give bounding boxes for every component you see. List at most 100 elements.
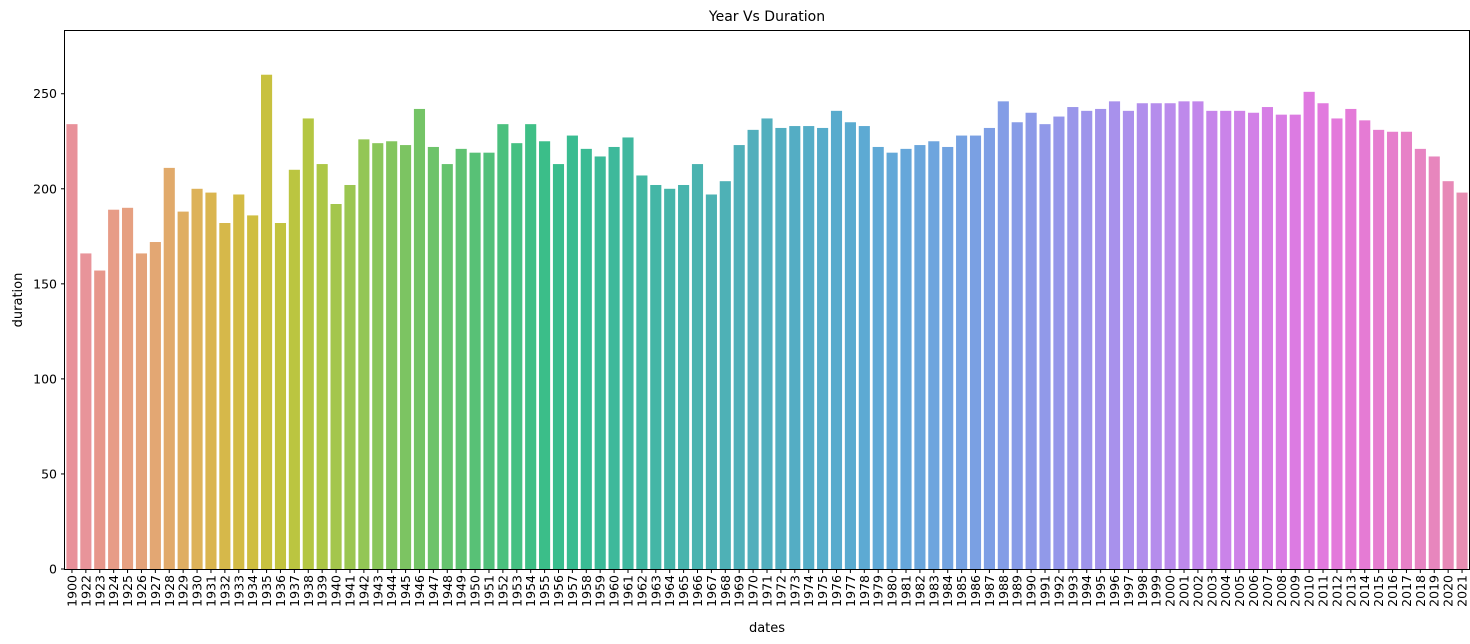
bar-1997	[1122, 110, 1134, 569]
x-tick-label: 1932	[217, 575, 232, 607]
x-tick-label: 1954	[523, 575, 538, 607]
x-tick-label: 1945	[398, 575, 413, 607]
y-tick-label: 150	[33, 276, 57, 291]
bar-1987	[983, 127, 995, 569]
x-tick-label: 1975	[815, 575, 830, 607]
bar-1944	[386, 141, 398, 569]
bar-2014	[1359, 120, 1371, 569]
x-tick-label: 1950	[468, 575, 483, 607]
bar-1995	[1095, 108, 1107, 569]
bar-1955	[539, 141, 551, 569]
y-axis-label: duration	[11, 273, 26, 328]
x-tick-label: 1983	[926, 575, 941, 607]
x-tick-label: 1967	[704, 575, 719, 607]
x-tick-label: 1957	[565, 575, 580, 607]
x-axis: 1900192219231924192519261927192819291930…	[64, 569, 1470, 607]
bar-1956	[552, 164, 565, 569]
x-tick-label: 2014	[1357, 575, 1372, 607]
x-tick-label: 1955	[537, 575, 552, 607]
bar-1952	[497, 124, 509, 570]
x-tick-label: 2018	[1413, 575, 1428, 607]
bar-1954	[525, 124, 537, 570]
x-tick-label: 1958	[579, 575, 594, 607]
x-tick-label: 1922	[78, 575, 93, 607]
bar-1986	[969, 135, 982, 569]
x-tick-label: 1994	[1079, 575, 1094, 607]
x-tick-label: 1959	[593, 575, 608, 607]
bar-1969	[733, 145, 745, 569]
bar-1978	[858, 126, 870, 570]
bar-1935	[261, 74, 273, 569]
x-tick-label: 2000	[1163, 575, 1178, 607]
x-tick-label: 1979	[871, 575, 886, 607]
x-tick-label: 1973	[787, 575, 802, 607]
x-tick-label: 1966	[690, 575, 705, 607]
bar-1981	[900, 148, 912, 569]
bar-1963	[650, 184, 662, 570]
x-tick-label: 1928	[162, 575, 177, 607]
bar-1985	[956, 135, 968, 569]
x-tick-label: 2010	[1302, 575, 1317, 607]
bar-2017	[1400, 131, 1413, 569]
x-tick-label: 2011	[1316, 575, 1331, 607]
x-tick-label: 1949	[454, 575, 469, 607]
x-tick-label: 2019	[1427, 575, 1442, 607]
x-tick-label: 1931	[203, 575, 218, 607]
x-tick-label: 1978	[857, 575, 872, 607]
bar-1939	[316, 164, 328, 569]
bar-1973	[789, 126, 801, 570]
x-tick-label: 1970	[746, 575, 761, 607]
bar-1941	[344, 184, 356, 570]
bar-2003	[1206, 110, 1218, 569]
x-tick-label: 2002	[1190, 575, 1205, 607]
bar-1974	[803, 126, 815, 570]
x-tick-label: 2005	[1232, 575, 1247, 607]
x-tick-label: 1964	[662, 575, 677, 607]
x-tick-label: 1969	[732, 575, 747, 607]
bar-1937	[288, 169, 300, 569]
bar-1976	[830, 110, 843, 569]
x-tick-label: 1937	[287, 575, 302, 607]
bar-1933	[233, 194, 245, 570]
bar-2002	[1192, 101, 1204, 569]
bar-1929	[177, 211, 189, 569]
bar-1948	[441, 164, 453, 569]
bar-1930	[191, 188, 203, 570]
bar-1977	[844, 122, 856, 569]
bar-1922	[80, 253, 92, 570]
bar-1967	[705, 194, 717, 570]
x-tick-label: 1982	[912, 575, 927, 607]
x-tick-label: 1997	[1121, 575, 1136, 607]
bar-1958	[580, 148, 592, 569]
bar-1938	[302, 118, 314, 569]
bars	[66, 74, 1468, 570]
x-tick-label: 1988	[996, 575, 1011, 607]
x-tick-label: 1926	[134, 575, 149, 607]
bar-1996	[1108, 101, 1121, 569]
bar-1928	[163, 167, 175, 569]
bar-1936	[274, 223, 287, 569]
x-tick-label: 1934	[245, 575, 260, 607]
x-tick-label: 2017	[1399, 575, 1414, 607]
bar-1991	[1039, 124, 1051, 570]
bar-1980	[886, 152, 898, 570]
bar-2016	[1386, 131, 1399, 569]
bar-1984	[942, 146, 954, 569]
bar-1945	[400, 145, 412, 569]
x-tick-label: 1990	[1024, 575, 1039, 607]
bar-1988	[997, 101, 1009, 569]
x-tick-label: 1944	[384, 575, 399, 607]
x-tick-label: 1924	[106, 575, 121, 607]
x-tick-label: 1981	[899, 575, 914, 607]
x-tick-label: 1946	[412, 575, 427, 607]
bar-1970	[747, 129, 759, 570]
bar-1975	[817, 127, 829, 569]
x-tick-label: 1943	[370, 575, 385, 607]
bar-1964	[664, 188, 676, 570]
bar-2021	[1456, 192, 1468, 569]
bar-1932	[219, 223, 231, 569]
bar-1940	[330, 204, 342, 569]
y-tick-label: 100	[33, 371, 57, 386]
bar-1983	[928, 141, 940, 569]
